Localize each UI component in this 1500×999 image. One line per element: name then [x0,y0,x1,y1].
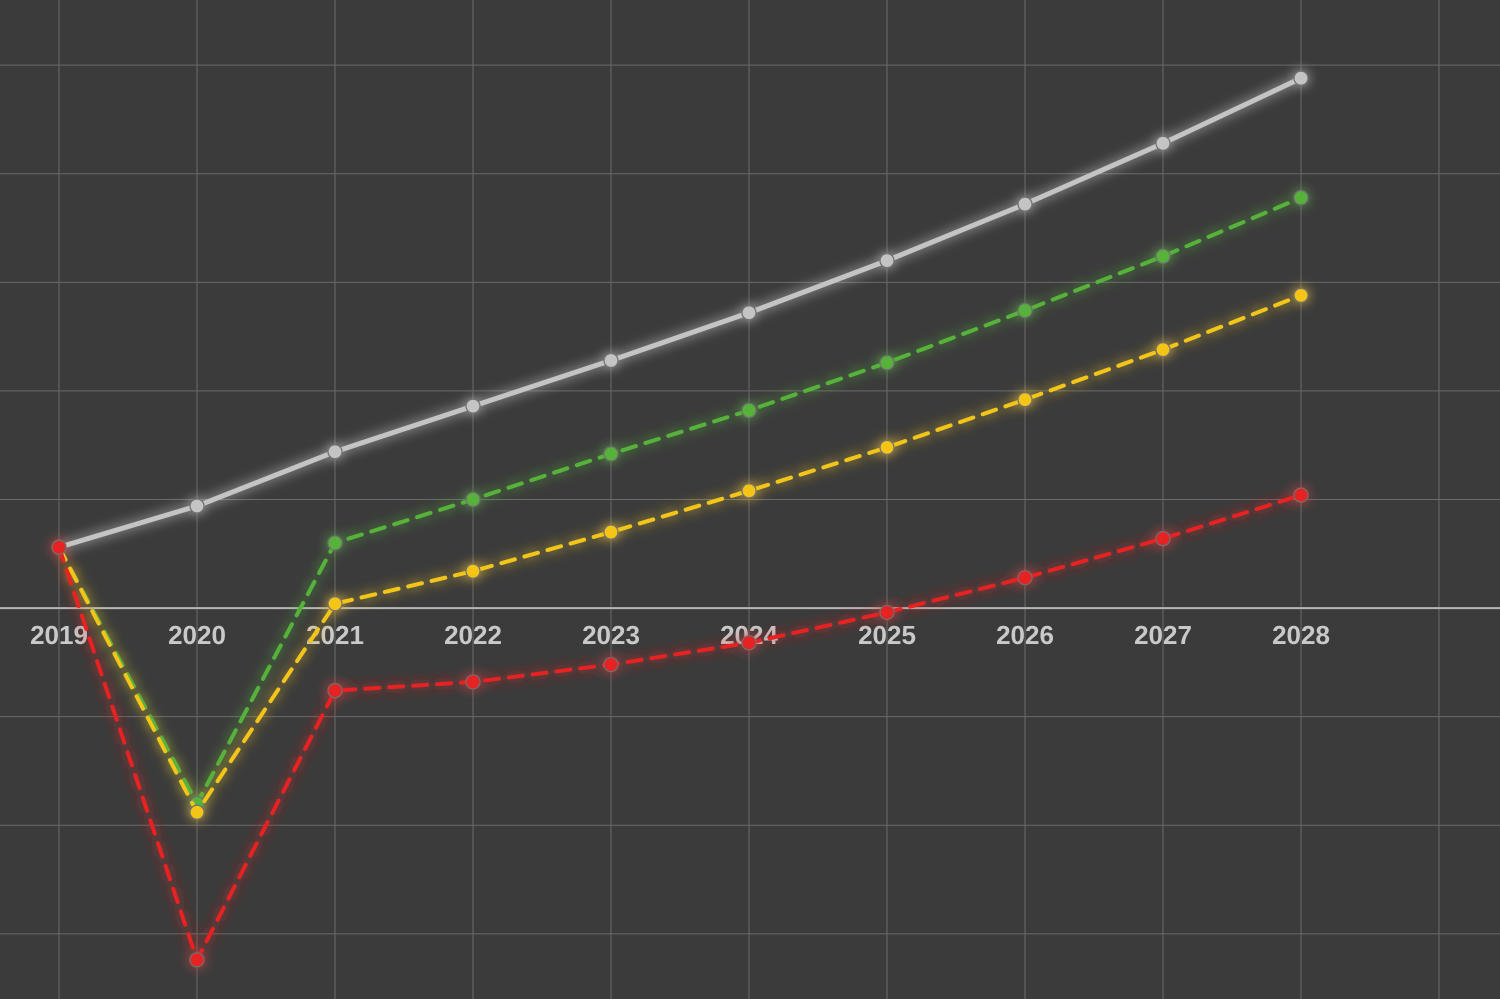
series-marker [466,675,480,689]
line-chart: 2019202020212022202320242025202620272028 [0,0,1500,999]
series-marker [466,399,480,413]
series-marker [742,306,756,320]
x-axis-label: 2020 [168,620,226,650]
series-marker [604,447,618,461]
x-axis-label: 2025 [858,620,916,650]
series-marker [328,684,342,698]
series-marker [1294,191,1308,205]
series-marker [1018,571,1032,585]
series-marker [742,403,756,417]
series-marker [880,440,894,454]
series-marker [466,564,480,578]
series-marker [880,254,894,268]
series-marker [1294,488,1308,502]
series-marker [328,445,342,459]
series-marker [190,805,204,819]
series-marker [1018,304,1032,318]
series-marker [1018,393,1032,407]
series-marker [190,499,204,513]
x-axis-label: 2022 [444,620,502,650]
x-axis-label: 2019 [30,620,88,650]
series-marker [880,356,894,370]
series-marker [52,540,66,554]
series-marker [742,484,756,498]
series-marker [880,605,894,619]
series-marker [742,636,756,650]
series-marker [1156,343,1170,357]
series-marker [604,354,618,368]
series-marker [328,536,342,550]
series-marker [466,493,480,507]
series-marker [1294,71,1308,85]
series-marker [1156,249,1170,263]
series-marker [604,525,618,539]
series-marker [1156,136,1170,150]
series-marker [1294,288,1308,302]
series-marker [328,597,342,611]
x-axis-label: 2027 [1134,620,1192,650]
series-marker [1156,532,1170,546]
series-marker [190,953,204,967]
series-marker [1018,197,1032,211]
chart-svg: 2019202020212022202320242025202620272028 [0,0,1500,999]
x-axis-label: 2023 [582,620,640,650]
x-axis-label: 2026 [996,620,1054,650]
series-marker [604,658,618,672]
x-axis-label: 2028 [1272,620,1330,650]
